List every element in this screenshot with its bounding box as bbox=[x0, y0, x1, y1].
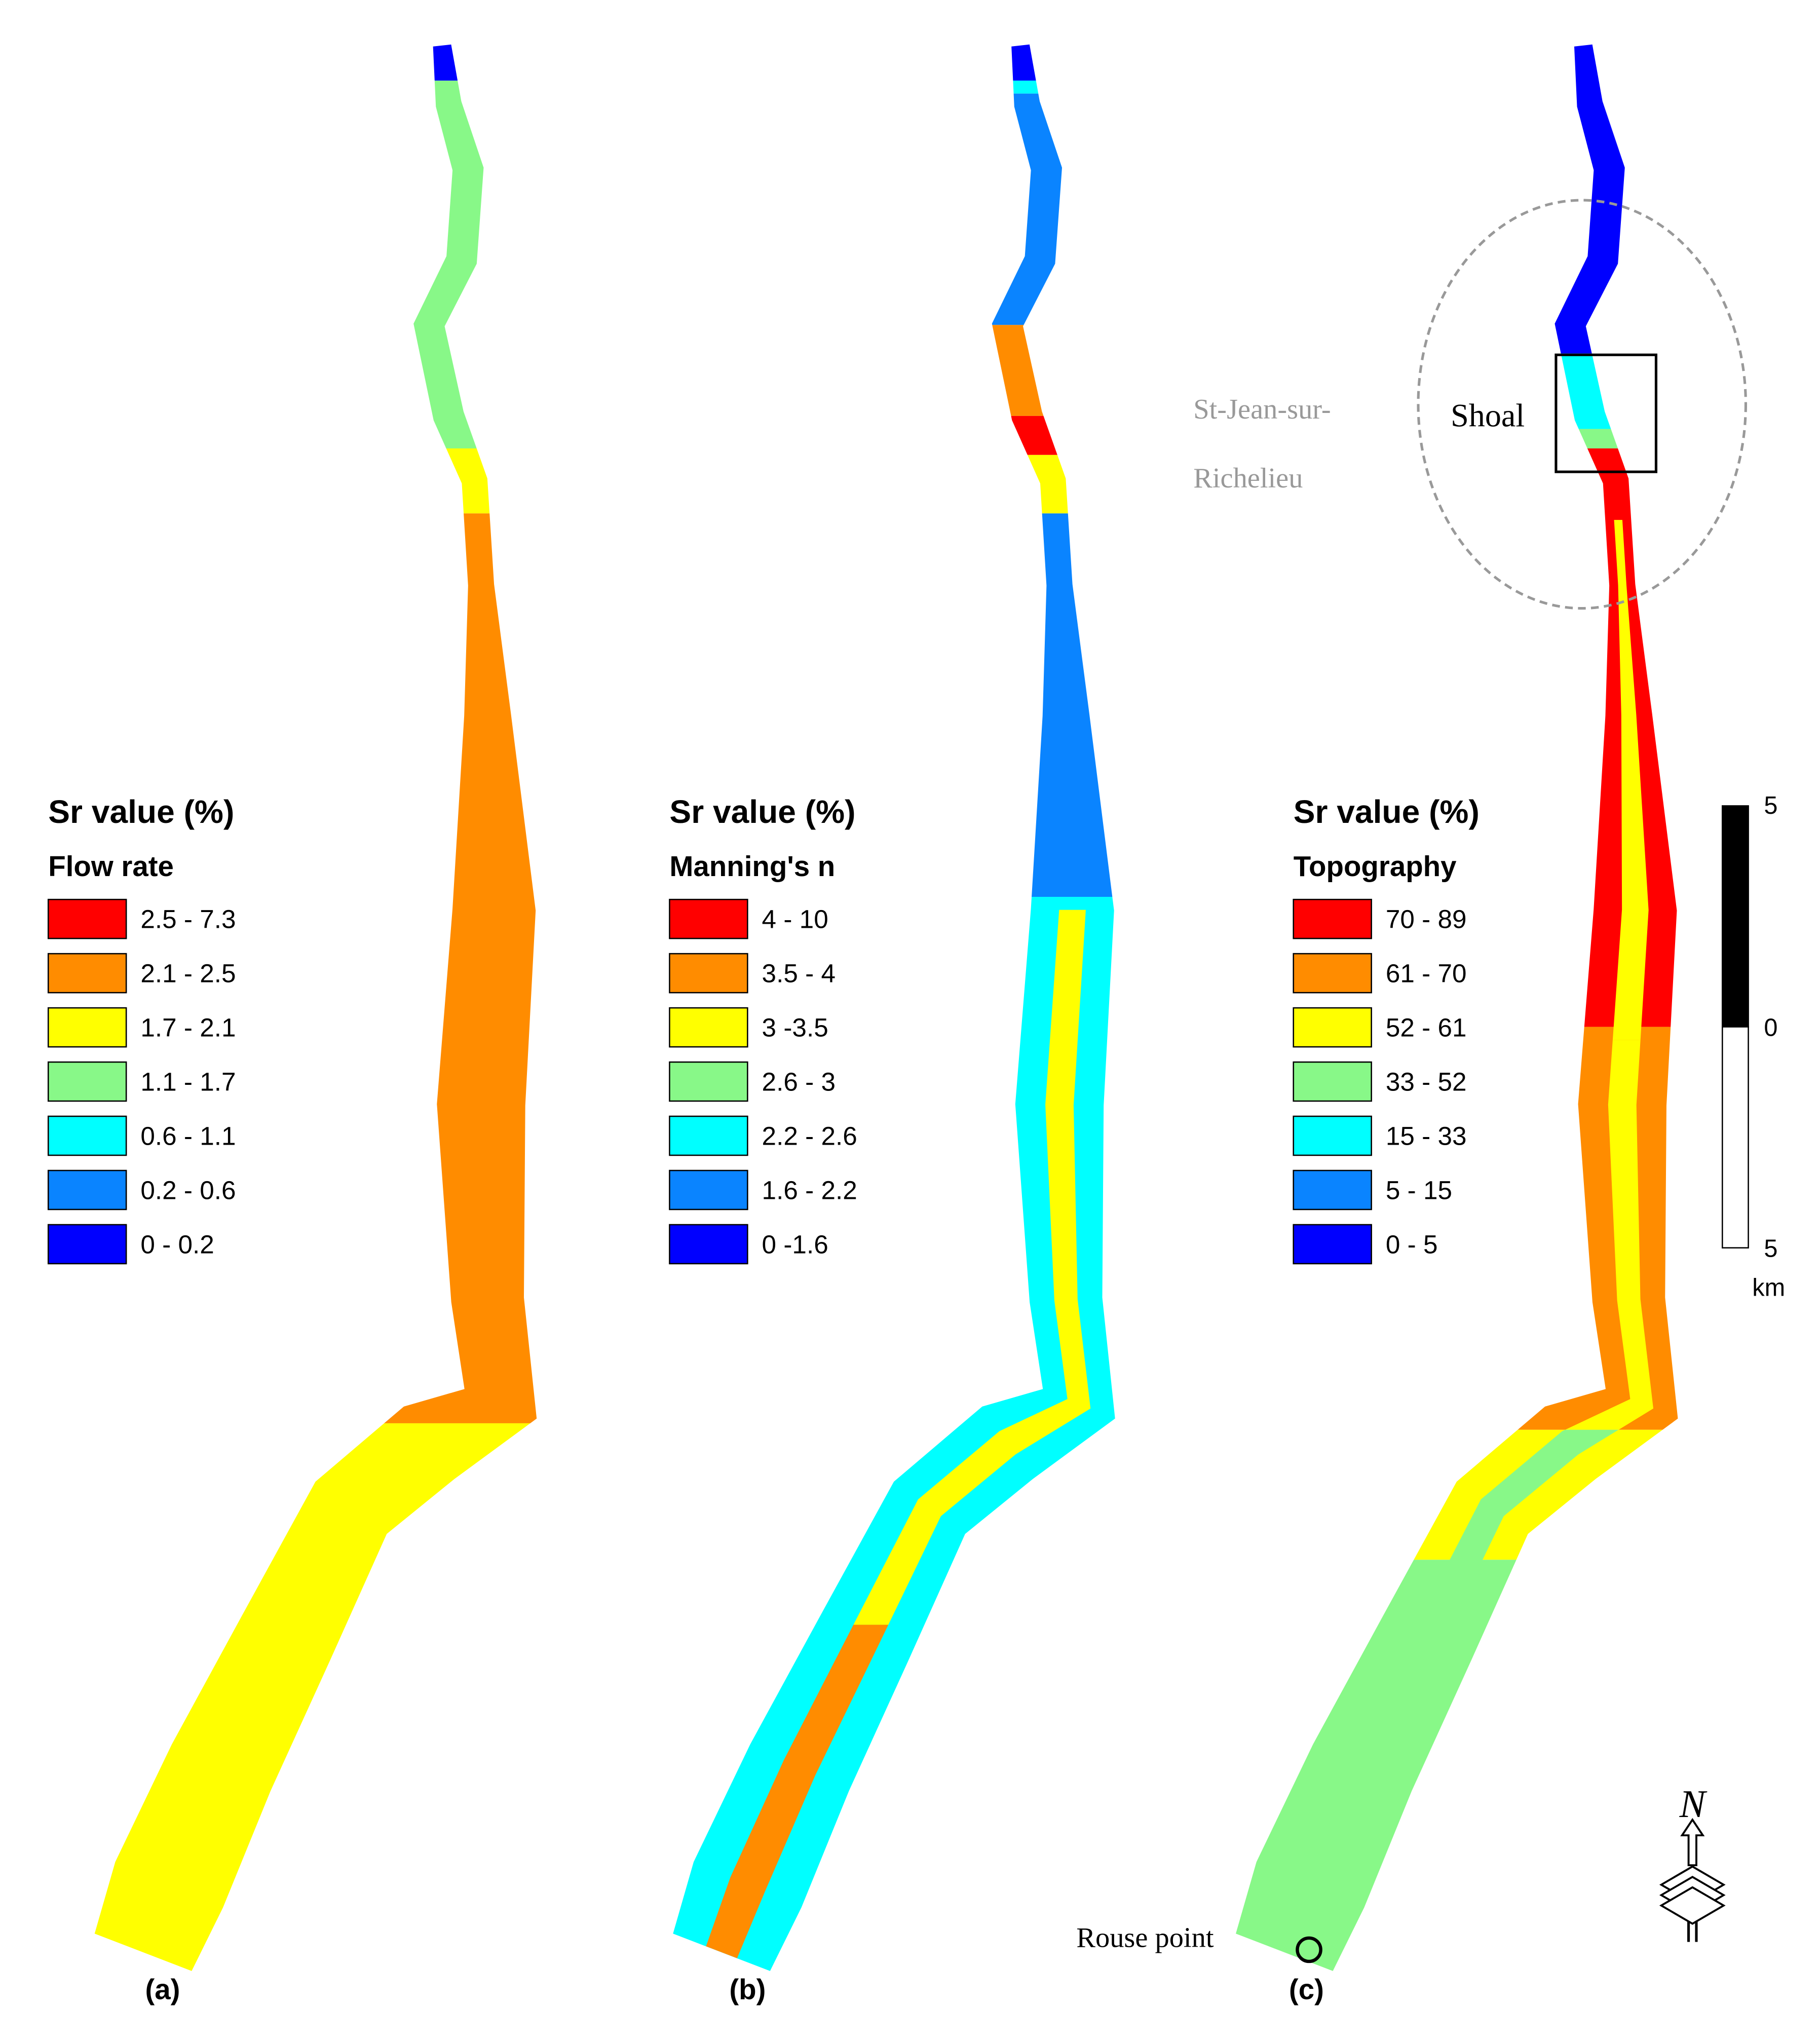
north-label: N bbox=[1679, 1782, 1708, 1826]
legend-swatch bbox=[47, 898, 127, 939]
legend-swatch bbox=[47, 1224, 127, 1265]
river-zone bbox=[94, 448, 537, 514]
city-label: St-Jean-sur- bbox=[1193, 394, 1331, 425]
shoal-label: Shoal bbox=[1451, 397, 1525, 433]
river-zone bbox=[94, 513, 537, 1423]
river-zone bbox=[673, 81, 1115, 94]
river-zone bbox=[1236, 353, 1678, 429]
legend-label: 0 -1.6 bbox=[762, 1230, 828, 1259]
legend-swatch bbox=[669, 1224, 748, 1265]
legend-swatch bbox=[47, 1169, 127, 1211]
legend-subtitle: Flow rate bbox=[48, 850, 174, 882]
panel-label: (b) bbox=[729, 1973, 766, 2005]
legend-subtitle: Manning's n bbox=[669, 850, 835, 882]
legend-subtitle: Topography bbox=[1294, 850, 1457, 882]
legend-label: 1.1 - 1.7 bbox=[140, 1067, 236, 1096]
legend-title: Sr value (%) bbox=[48, 793, 234, 830]
legend-label: 61 - 70 bbox=[1386, 959, 1467, 988]
river-zone bbox=[94, 44, 537, 81]
scale-unit: km bbox=[1752, 1274, 1785, 1302]
legend-swatch bbox=[669, 1061, 748, 1102]
legend-swatch bbox=[669, 1007, 748, 1048]
channel-zone bbox=[1269, 1040, 1654, 1430]
river-zone bbox=[673, 455, 1115, 514]
legend-label: 3.5 - 4 bbox=[762, 959, 836, 988]
legend-swatch bbox=[1293, 1061, 1372, 1102]
legend-swatch bbox=[1293, 1115, 1372, 1156]
legend-swatch bbox=[47, 1007, 127, 1048]
legend-label: 0 - 5 bbox=[1386, 1230, 1438, 1259]
channel-zone bbox=[1269, 520, 1654, 1040]
legend-label: 4 - 10 bbox=[762, 905, 828, 934]
legend-label: 33 - 52 bbox=[1386, 1067, 1467, 1096]
river-zone bbox=[1236, 448, 1678, 1027]
scale-label: 0 bbox=[1764, 1014, 1777, 1042]
legend-label: 0.2 - 0.6 bbox=[140, 1176, 236, 1204]
legend-swatch bbox=[1293, 1169, 1372, 1211]
city-label: Richelieu bbox=[1193, 463, 1303, 494]
legend-label: 52 - 61 bbox=[1386, 1013, 1467, 1042]
panel-label: (c) bbox=[1289, 1973, 1324, 2005]
legend-label: 3 -3.5 bbox=[762, 1013, 828, 1042]
legend-swatch bbox=[669, 953, 748, 994]
legend-label: 0 - 0.2 bbox=[140, 1230, 214, 1259]
north-arrow: N bbox=[1659, 1782, 1726, 1942]
river-zone bbox=[673, 513, 1115, 897]
legend-label: 1.7 - 2.1 bbox=[140, 1013, 236, 1042]
rouse-label: Rouse point bbox=[1076, 1922, 1214, 1954]
scale-label: 5 bbox=[1764, 792, 1777, 819]
legend-swatch bbox=[47, 1115, 127, 1156]
legend-label: 0.6 - 1.1 bbox=[140, 1121, 236, 1150]
scale-bar-white bbox=[1721, 1026, 1749, 1249]
river-zone bbox=[673, 93, 1115, 325]
river-zone bbox=[673, 415, 1115, 455]
legend-swatch bbox=[669, 1169, 748, 1211]
legend-label: 15 - 33 bbox=[1386, 1121, 1467, 1150]
scale-label: 5 bbox=[1764, 1235, 1777, 1263]
legend-label: 2.6 - 3 bbox=[762, 1067, 836, 1096]
legend-label: 5 - 15 bbox=[1386, 1176, 1452, 1204]
river-zone bbox=[1236, 44, 1678, 354]
legend-label: 2.2 - 2.6 bbox=[762, 1121, 857, 1150]
legend-swatch bbox=[47, 953, 127, 994]
legend-label: 2.1 - 2.5 bbox=[140, 959, 236, 988]
legend-label: 70 - 89 bbox=[1386, 905, 1467, 934]
study-zone bbox=[1417, 199, 1748, 610]
panel-label: (a) bbox=[145, 1973, 180, 2005]
legend-title: Sr value (%) bbox=[1294, 793, 1480, 830]
legend-swatch bbox=[1293, 953, 1372, 994]
legend-swatch bbox=[47, 1061, 127, 1102]
shoal-box bbox=[1554, 353, 1658, 473]
legend-swatch bbox=[669, 898, 748, 939]
river-zone bbox=[673, 325, 1115, 416]
legend-swatch bbox=[1293, 898, 1372, 939]
river-zone bbox=[1236, 1027, 1678, 1430]
river-zone bbox=[1236, 429, 1678, 449]
river-zone bbox=[673, 44, 1115, 81]
legend-title: Sr value (%) bbox=[669, 793, 855, 830]
legend-swatch bbox=[1293, 1007, 1372, 1048]
legends: Sr value (%) Flow rate 2.5 - 7.3 2.1 - 2.5 1… bbox=[47, 793, 1480, 1265]
legend-label: 1.6 - 2.2 bbox=[762, 1176, 857, 1204]
legend-label: 2.5 - 7.3 bbox=[140, 905, 236, 934]
rouse-point bbox=[1296, 1936, 1322, 1963]
river-zone bbox=[94, 81, 537, 449]
scale-bar-black bbox=[1721, 805, 1749, 1028]
legend-swatch bbox=[1293, 1224, 1372, 1265]
legend-swatch bbox=[669, 1115, 748, 1156]
